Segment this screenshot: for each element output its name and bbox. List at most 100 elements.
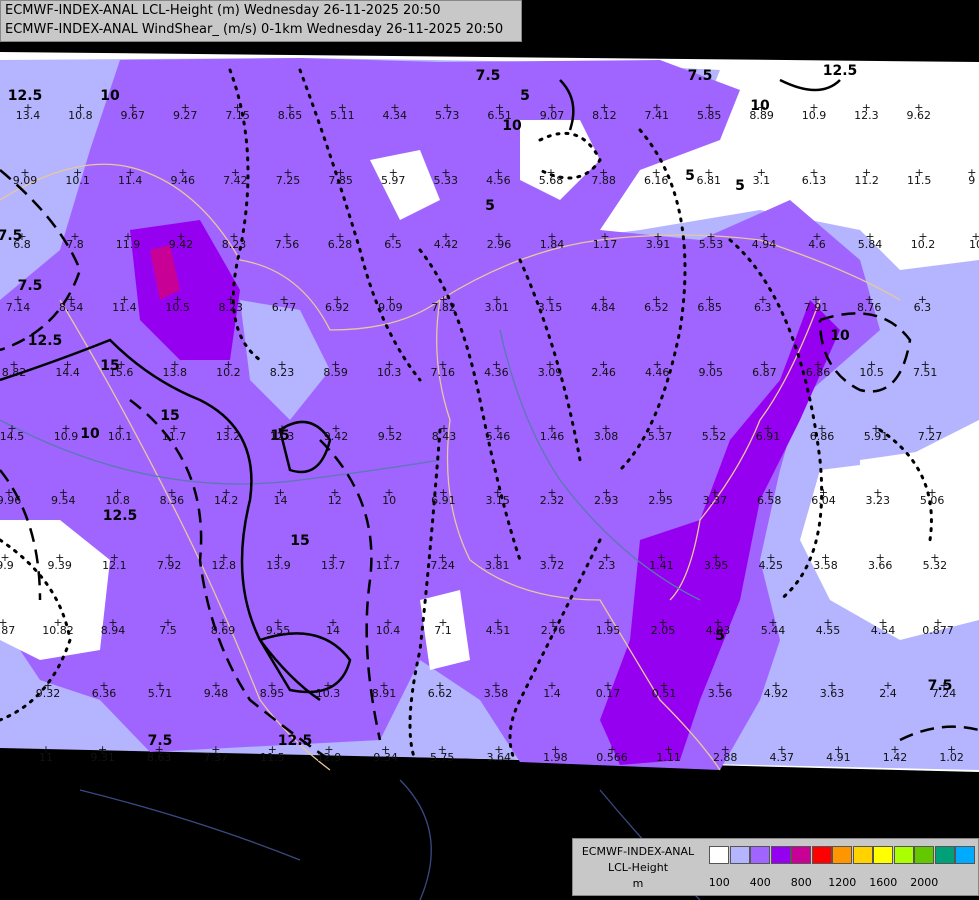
station-marker: + bbox=[274, 551, 283, 564]
station-value: 6.04 bbox=[811, 494, 836, 507]
station-value: 9.48 bbox=[204, 687, 229, 700]
station-value: 9.46 bbox=[171, 174, 196, 187]
station-value: 7.8 bbox=[66, 238, 84, 251]
station-value: 5.73 bbox=[435, 109, 460, 122]
station-marker: + bbox=[914, 101, 923, 114]
station-marker: + bbox=[865, 230, 874, 243]
station-value: 9.39 bbox=[47, 559, 72, 572]
station-value: 7.91 bbox=[804, 301, 829, 314]
legend-swatch bbox=[873, 846, 893, 864]
station-value: 10.1 bbox=[65, 174, 90, 187]
station-marker: + bbox=[229, 230, 238, 243]
header: ECMWF-INDEX-ANAL LCL-Height (m) Wednesda… bbox=[0, 0, 522, 42]
station-marker: + bbox=[273, 616, 282, 629]
station-value: 1.4 bbox=[543, 687, 561, 700]
station-marker: + bbox=[164, 551, 173, 564]
station-value: 13.2 bbox=[216, 430, 241, 443]
station-marker: + bbox=[862, 166, 871, 179]
station-marker: + bbox=[599, 293, 608, 306]
station-marker: + bbox=[705, 293, 714, 306]
station-marker: + bbox=[167, 486, 176, 499]
station-marker: + bbox=[110, 551, 119, 564]
station-marker: + bbox=[819, 486, 828, 499]
station-value: 2.95 bbox=[648, 494, 673, 507]
legend-tick-label: 1200 bbox=[828, 876, 857, 889]
contour-label: 10 bbox=[502, 118, 522, 134]
station-value: 5.68 bbox=[539, 174, 564, 187]
station-value: 9.52 bbox=[378, 430, 403, 443]
station-value: 4.03 bbox=[706, 624, 731, 637]
station-marker: + bbox=[115, 422, 124, 435]
station-value: 6.36 bbox=[92, 687, 117, 700]
station-value: 6.52 bbox=[644, 301, 669, 314]
station-value: 1.42 bbox=[883, 751, 908, 764]
station-marker: + bbox=[492, 358, 501, 371]
contour-labels: 12.5 10 7.5 5 7.5 10 12.5 7.5 5 7.5 12.5 15 15 10 12.5… bbox=[0, 63, 952, 749]
station-marker: + bbox=[652, 101, 661, 114]
station-marker: + bbox=[323, 679, 332, 692]
station-marker: + bbox=[61, 422, 70, 435]
station-value: 4.37 bbox=[770, 751, 795, 764]
station-value: 4.42 bbox=[434, 238, 459, 251]
station-marker: + bbox=[439, 422, 448, 435]
station-value: 8.23 bbox=[219, 301, 244, 314]
contour-label: 5 bbox=[520, 88, 530, 104]
station-marker: + bbox=[547, 486, 556, 499]
station-marker: + bbox=[435, 679, 444, 692]
station-value: 0.877 bbox=[922, 624, 954, 637]
station-value: 3.58 bbox=[813, 559, 838, 572]
station-value: 1.17 bbox=[593, 238, 618, 251]
station-value: 11.4 bbox=[112, 301, 137, 314]
station-value: 7.16 bbox=[431, 366, 456, 379]
legend-tick-label: 400 bbox=[749, 876, 771, 889]
station-value: 12.8 bbox=[212, 559, 237, 572]
station-marker: + bbox=[947, 743, 956, 756]
station-values: +13.4+10.8+9.67+9.27+7.15+8.65+5.11+4.34… bbox=[0, 101, 979, 764]
station-marker: + bbox=[823, 616, 832, 629]
station-value: 6.5 bbox=[384, 238, 402, 251]
station-marker: + bbox=[655, 422, 664, 435]
station-marker: + bbox=[547, 422, 556, 435]
station-marker: + bbox=[331, 358, 340, 371]
station-marker: + bbox=[878, 616, 887, 629]
station-value: 3.15 bbox=[538, 301, 563, 314]
station-marker: + bbox=[438, 616, 447, 629]
station-marker: + bbox=[9, 358, 18, 371]
station-value: 3.08 bbox=[594, 430, 619, 443]
station-value: 3.91 bbox=[646, 238, 671, 251]
station-value: 2.05 bbox=[651, 624, 676, 637]
station-value: 4.46 bbox=[645, 366, 670, 379]
station-marker: + bbox=[927, 486, 936, 499]
station-value: 10 bbox=[382, 494, 396, 507]
station-value: 7.14 bbox=[6, 301, 31, 314]
station-value: 2.4 bbox=[879, 687, 897, 700]
station-marker: + bbox=[706, 358, 715, 371]
station-value: 2.76 bbox=[541, 624, 566, 637]
station-marker: + bbox=[603, 679, 612, 692]
station-value: 10.5 bbox=[859, 366, 884, 379]
station-value: 11.5 bbox=[260, 751, 285, 764]
station-marker: + bbox=[494, 230, 503, 243]
station-marker: + bbox=[383, 616, 392, 629]
station-value: 8.95 bbox=[260, 687, 285, 700]
station-marker: + bbox=[546, 166, 555, 179]
station-value: 9.54 bbox=[51, 494, 76, 507]
station-value: 6.86 bbox=[806, 366, 831, 379]
station-value: 9.09 bbox=[13, 174, 38, 187]
legend-swatch bbox=[893, 846, 914, 864]
station-value: 7.85 bbox=[328, 174, 353, 187]
station-marker: + bbox=[809, 166, 818, 179]
station-marker: + bbox=[873, 486, 882, 499]
station-marker: + bbox=[710, 486, 719, 499]
station-marker: + bbox=[163, 616, 172, 629]
contour-label: 7.5 bbox=[688, 68, 713, 84]
station-value: 5.32 bbox=[923, 559, 948, 572]
station-value: 11.2 bbox=[854, 174, 879, 187]
station-marker: + bbox=[222, 486, 231, 499]
station-marker: + bbox=[545, 358, 554, 371]
station-value: 11.9 bbox=[116, 238, 141, 251]
station-value: 8.91 bbox=[372, 687, 397, 700]
station-marker: + bbox=[871, 422, 880, 435]
station-value: 3.63 bbox=[820, 687, 845, 700]
